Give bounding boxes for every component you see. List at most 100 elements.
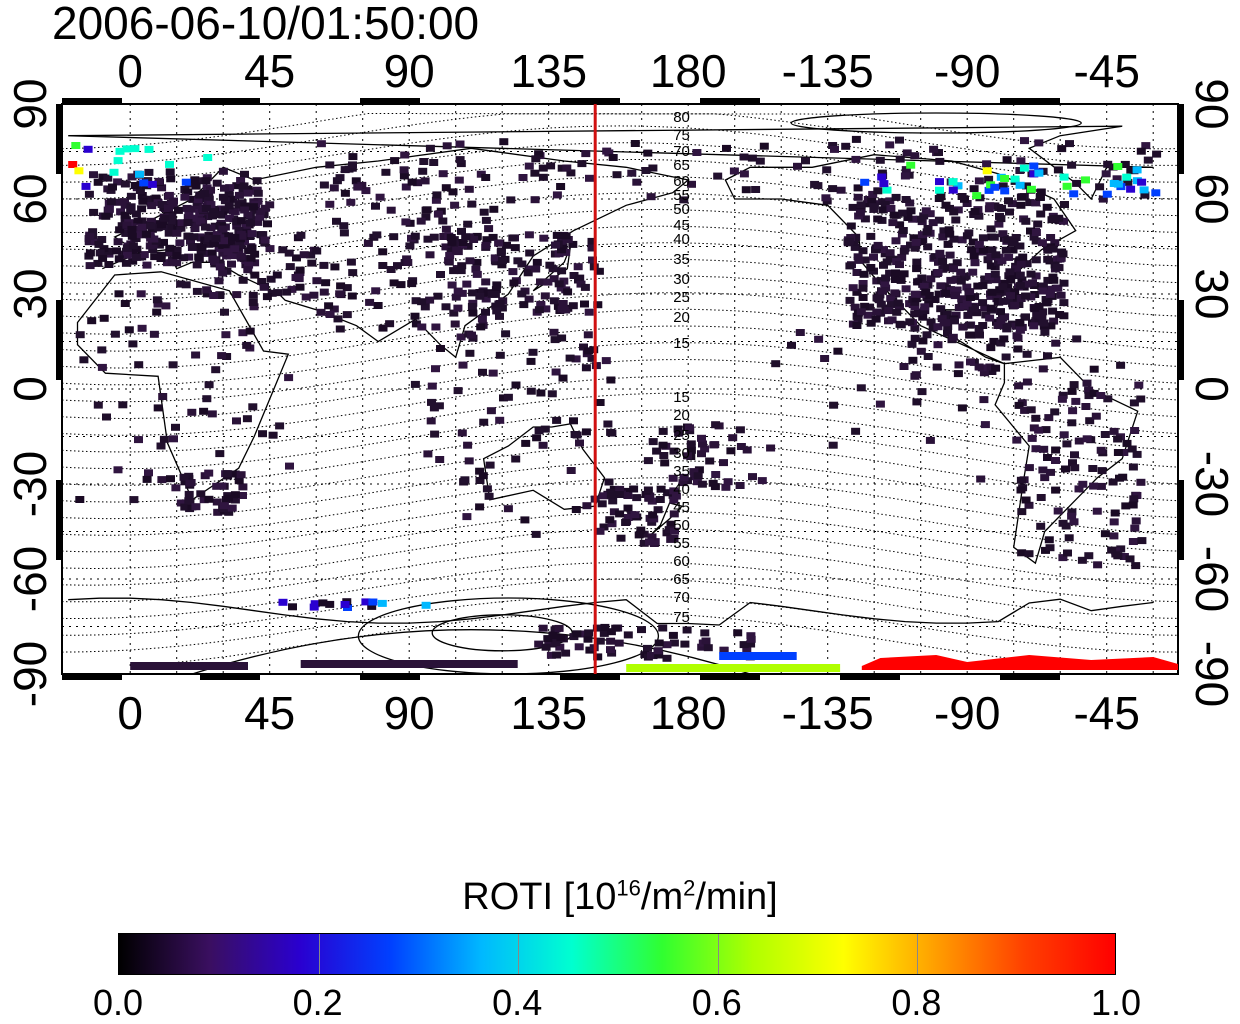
roti-pixel: [643, 486, 653, 494]
roti-pixel: [240, 202, 250, 210]
roti-pixel: [122, 251, 132, 259]
roti-pixel: [1001, 322, 1011, 330]
roti-pixel: [868, 190, 878, 198]
roti-pixel: [608, 497, 618, 505]
roti-pixel: [1089, 365, 1099, 373]
roti-pixel: [190, 176, 200, 184]
roti-pixel: [972, 309, 982, 317]
roti-pixel: [372, 231, 382, 239]
roti-pixel: [953, 370, 963, 378]
roti-pixel: [652, 447, 662, 455]
roti-pixel: [746, 632, 756, 640]
right-lat-tick-label: 30: [1186, 268, 1238, 320]
roti-pixel: [1022, 280, 1032, 288]
roti-pixel: [909, 234, 919, 242]
roti-pixel: [495, 351, 505, 359]
roti-pixel: [149, 330, 159, 338]
roti-pixel: [953, 182, 963, 190]
roti-pixel: [191, 503, 201, 511]
roti-pixel: [1082, 435, 1092, 443]
roti-pixel: [669, 496, 679, 504]
contour-label: 60: [673, 173, 690, 190]
roti-pixel: [851, 427, 861, 435]
roti-pixel: [319, 181, 329, 189]
roti-pixel: [403, 259, 413, 266]
roti-pixel: [669, 447, 679, 455]
roti-pixel: [1015, 242, 1025, 250]
roti-pixel: [1140, 191, 1150, 199]
roti-pixel: [211, 234, 221, 242]
roti-pixel: [957, 193, 967, 200]
roti-pixel: [606, 376, 616, 384]
roti-pixel: [669, 487, 679, 495]
roti-pixel: [477, 315, 487, 323]
roti-pixel: [951, 276, 961, 284]
roti-pixel: [481, 216, 491, 224]
roti-pixel: [957, 404, 967, 412]
roti-pixel: [471, 265, 481, 273]
roti-pixel: [1067, 512, 1077, 520]
roti-pixel: [1139, 186, 1149, 194]
roti-pixel: [623, 514, 633, 521]
bottom-lon-tick-label: -90: [933, 687, 1001, 739]
roti-pixel: [890, 289, 900, 297]
roti-pixel: [989, 337, 999, 345]
roti-pixel: [449, 267, 459, 275]
roti-pixel: [1082, 379, 1092, 387]
roti-pixel: [851, 233, 861, 241]
roti-pixel: [431, 196, 441, 204]
roti-pixel: [152, 308, 162, 316]
roti-pixel: [539, 234, 549, 242]
roti-pixel: [427, 398, 436, 406]
roti-pixel: [1020, 406, 1030, 414]
roti-pixel: [1109, 427, 1119, 435]
roti-pixel: [1016, 157, 1026, 165]
roti-pixel: [227, 504, 237, 512]
roti-pixel: [1012, 436, 1022, 444]
roti-pixel: [632, 178, 642, 186]
bottom-lon-tick-label: -45: [1073, 687, 1140, 739]
roti-pixel: [98, 173, 108, 181]
roti-pixel: [156, 442, 166, 450]
roti-pixel: [1058, 519, 1068, 527]
roti-pixel: [348, 161, 357, 169]
roti-pixel: [1011, 234, 1021, 241]
roti-pixel: [1097, 467, 1107, 475]
roti-pixel: [1022, 350, 1032, 358]
roti-pixel: [1006, 276, 1016, 284]
roti-pixel: [607, 520, 617, 528]
roti-pixel: [578, 630, 587, 638]
roti-pixel: [182, 204, 192, 212]
roti-pixel: [325, 161, 335, 169]
roti-pixel: [325, 311, 335, 318]
roti-band-high: [861, 655, 1178, 670]
roti-pixel: [335, 290, 345, 298]
roti-pixel: [139, 179, 149, 187]
roti-pixel: [653, 647, 663, 655]
roti-pixel: [247, 230, 257, 238]
mlat-contour: [61, 392, 1179, 453]
roti-pixel: [551, 241, 560, 249]
roti-pixel: [801, 157, 810, 165]
roti-pixel: [916, 290, 926, 298]
roti-pixel: [405, 242, 415, 250]
roti-pixel: [978, 282, 988, 290]
roti-pixel: [513, 257, 523, 265]
roti-pixel: [921, 288, 931, 296]
roti-pixel: [641, 491, 651, 498]
roti-pixel: [260, 236, 270, 244]
roti-pixel: [488, 233, 498, 241]
roti-pixel: [1031, 414, 1041, 422]
roti-pixel: [664, 526, 674, 534]
roti-pixel: [183, 219, 193, 226]
roti-pixel: [284, 374, 294, 382]
roti-pixel: [368, 598, 378, 606]
roti-pixel: [1035, 194, 1045, 201]
roti-pixel: [974, 212, 984, 220]
roti-pixel: [587, 237, 597, 245]
roti-pixel: [228, 195, 237, 203]
roti-pixel: [255, 213, 265, 221]
roti-pixel: [243, 211, 253, 219]
roti-pixel: [569, 417, 578, 425]
roti-pixel: [733, 629, 743, 637]
